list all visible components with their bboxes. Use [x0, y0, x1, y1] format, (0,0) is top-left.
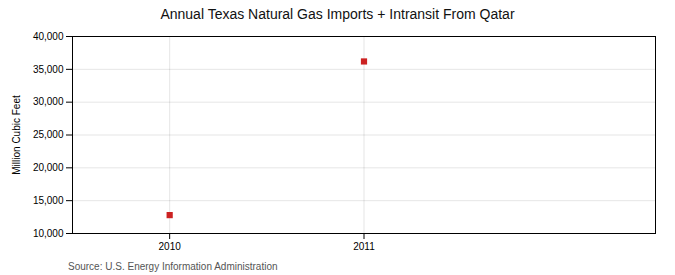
svg-text:35,000: 35,000: [33, 64, 64, 75]
svg-text:Million Cubic Feet: Million Cubic Feet: [11, 95, 22, 175]
svg-text:40,000: 40,000: [33, 31, 64, 42]
svg-text:20,000: 20,000: [33, 162, 64, 173]
html-text:Source: U.S. Energy Informatio: Source: U.S. Energy Information Administ…: [68, 261, 278, 272]
svg-text:15,000: 15,000: [33, 195, 64, 206]
svg-text:10,000: 10,000: [33, 228, 64, 239]
svg-text:2010: 2010: [159, 241, 182, 252]
svg-text:25,000: 25,000: [33, 129, 64, 140]
svg-text:30,000: 30,000: [33, 96, 64, 107]
html-text:Annual Texas Natural Gas Impor: Annual Texas Natural Gas Imports + Intra…: [160, 6, 515, 22]
svg-text:2011: 2011: [353, 241, 375, 252]
